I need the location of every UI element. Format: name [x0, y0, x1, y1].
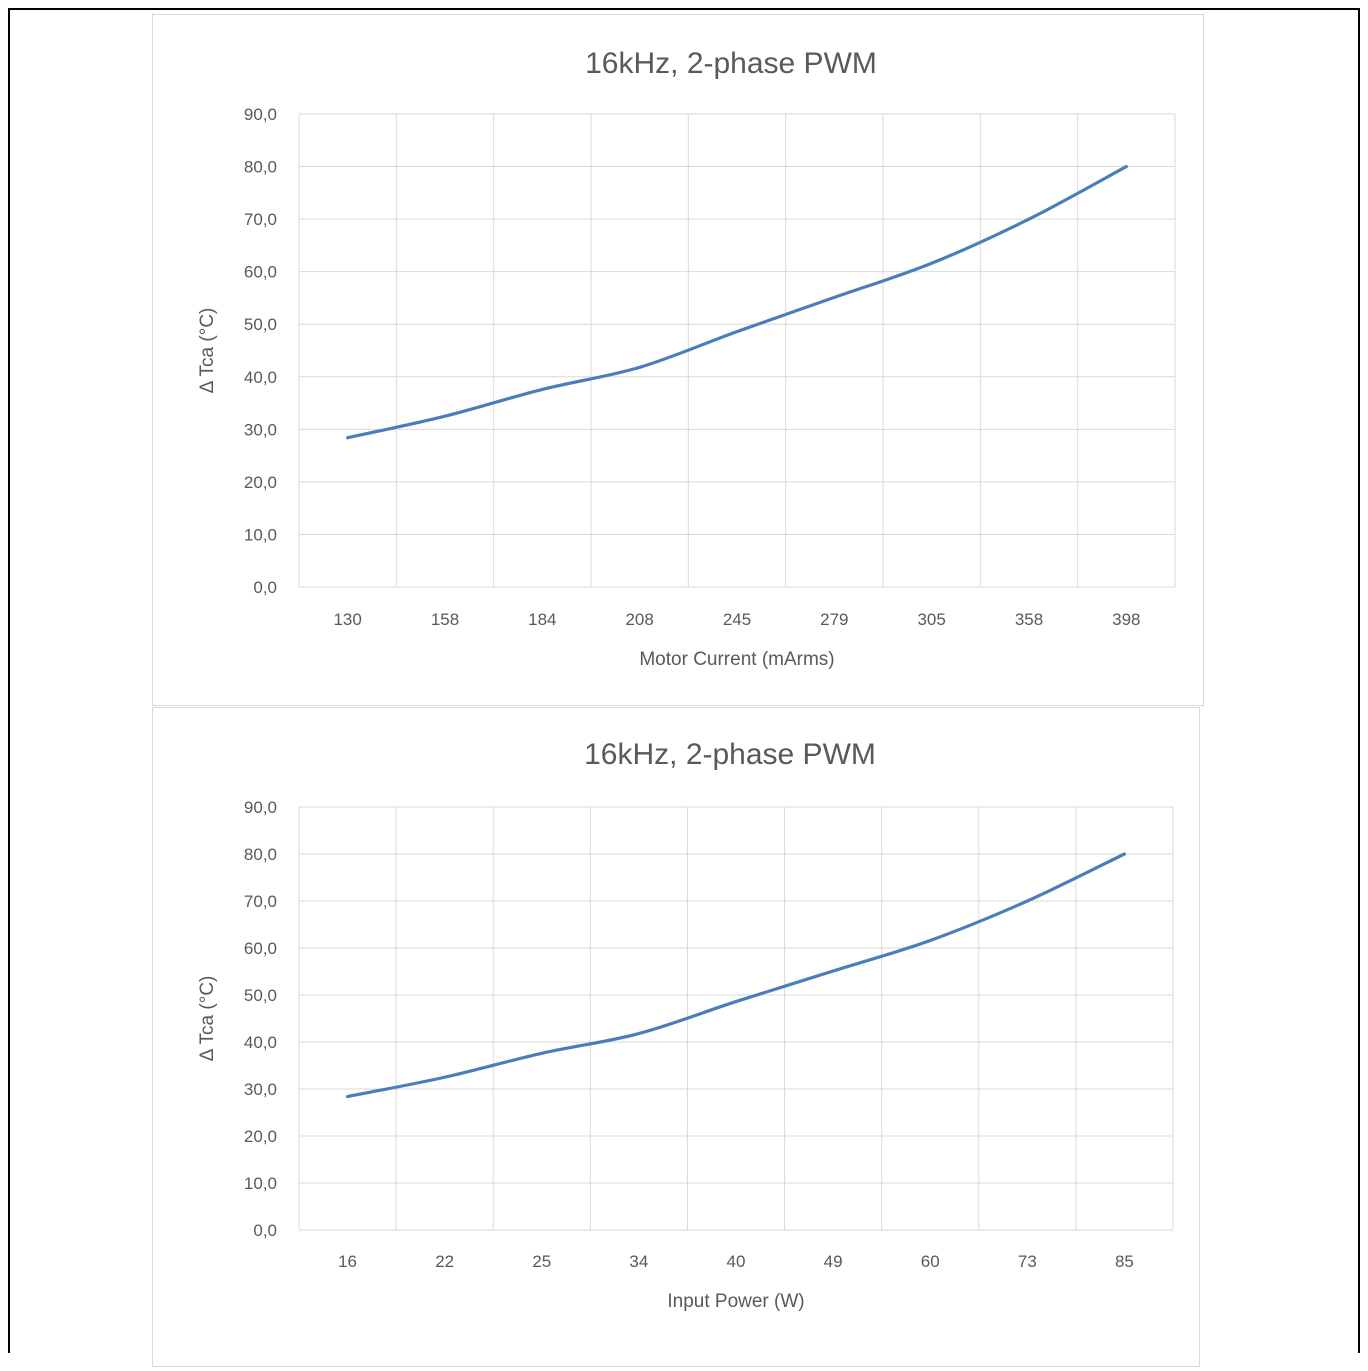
x-axis-label: Motor Current (mArms): [639, 649, 834, 670]
y-tick-label: 20,0: [244, 1127, 277, 1146]
horizontal-gridlines: [299, 806, 1173, 1231]
series-group: [346, 164, 1128, 440]
x-tick-label: 279: [820, 610, 848, 629]
x-tick-label: 16: [338, 1252, 357, 1271]
y-tick-label: 0,0: [253, 1221, 277, 1240]
chart-motor-current-svg: 0,010,020,030,040,050,060,070,080,090,0 …: [197, 47, 1176, 670]
vertical-gridlines: [298, 807, 1174, 1230]
chart-input-power: 0,0 10,0 20,0 30,0 40,0 50,0 60,0 70,0 80,0 90,0 …: [152, 707, 1200, 1367]
chart-title: 16kHz, 2-phase PWM: [584, 738, 876, 771]
y-tick-label: 50,0: [244, 315, 277, 334]
y-axis-label: Δ Tca (°C): [197, 976, 218, 1062]
x-tick-label: 34: [629, 1252, 648, 1271]
y-tick-label: 80,0: [244, 845, 277, 864]
x-tick-label: 245: [723, 610, 751, 629]
chart-motor-current: 0,0 10,0 20,0 30,0 40,0 50,0 60,0 70,0 80,0 90,0 …: [152, 14, 1204, 706]
x-tick-label: 398: [1112, 610, 1140, 629]
x-tick-label: 22: [435, 1252, 454, 1271]
x-tick-label: 60: [921, 1252, 940, 1271]
series-line: [346, 164, 1128, 440]
y-tick-label: 40,0: [244, 1033, 277, 1052]
series-group: [345, 852, 1127, 1099]
y-tick-label: 70,0: [244, 210, 277, 229]
y-tick-label: 60,0: [244, 263, 277, 282]
x-tick-labels: 130 158 184 208 245 279 305 358 398: [333, 610, 1140, 629]
y-tick-labels: 0,0 10,0 20,0 30,0 40,0 50,0 60,0 70,0 80,0 90,0: [244, 798, 277, 1240]
page-frame: [8, 8, 1360, 1353]
x-tick-label: 40: [727, 1252, 746, 1271]
y-tick-label: 10,0: [244, 1174, 277, 1193]
y-tick-label: 0,0: [253, 578, 277, 597]
y-tick-label: 10,0: [244, 525, 277, 544]
x-tick-label: 73: [1018, 1252, 1037, 1271]
x-tick-label: 184: [528, 610, 556, 629]
series-line: [345, 852, 1127, 1099]
x-tick-label: 130: [333, 610, 361, 629]
chart-input-power-svg: 0,010,020,030,040,050,060,070,080,090,0 …: [197, 738, 1174, 1312]
x-axis-label: Input Power (W): [667, 1291, 804, 1312]
y-tick-label: 30,0: [244, 420, 277, 439]
y-tick-label: 90,0: [244, 798, 277, 817]
y-tick-label: 80,0: [244, 158, 277, 177]
x-tick-label: 358: [1015, 610, 1043, 629]
y-axis-label: Δ Tca (°C): [197, 308, 218, 394]
horizontal-gridlines: [299, 113, 1175, 588]
x-tick-label: 158: [431, 610, 459, 629]
y-tick-label: 50,0: [244, 986, 277, 1005]
y-tick-label: 60,0: [244, 939, 277, 958]
x-tick-label: 208: [625, 610, 653, 629]
x-tick-label: 85: [1115, 1252, 1134, 1271]
y-tick-labels: 0,0 10,0 20,0 30,0 40,0 50,0 60,0 70,0 80,0 90,0: [244, 105, 277, 597]
x-tick-label: 305: [917, 610, 945, 629]
y-tick-label: 40,0: [244, 368, 277, 387]
y-tick-label: 30,0: [244, 1080, 277, 1099]
y-tick-label: 20,0: [244, 473, 277, 492]
x-tick-label: 49: [824, 1252, 843, 1271]
y-tick-label: 70,0: [244, 892, 277, 911]
x-tick-labels: 16 22 25 34 40 49 60 73 85: [338, 1252, 1134, 1271]
y-tick-label: 90,0: [244, 105, 277, 124]
vertical-gridlines: [298, 114, 1176, 587]
chart-title: 16kHz, 2-phase PWM: [585, 47, 877, 80]
x-tick-label: 25: [532, 1252, 551, 1271]
